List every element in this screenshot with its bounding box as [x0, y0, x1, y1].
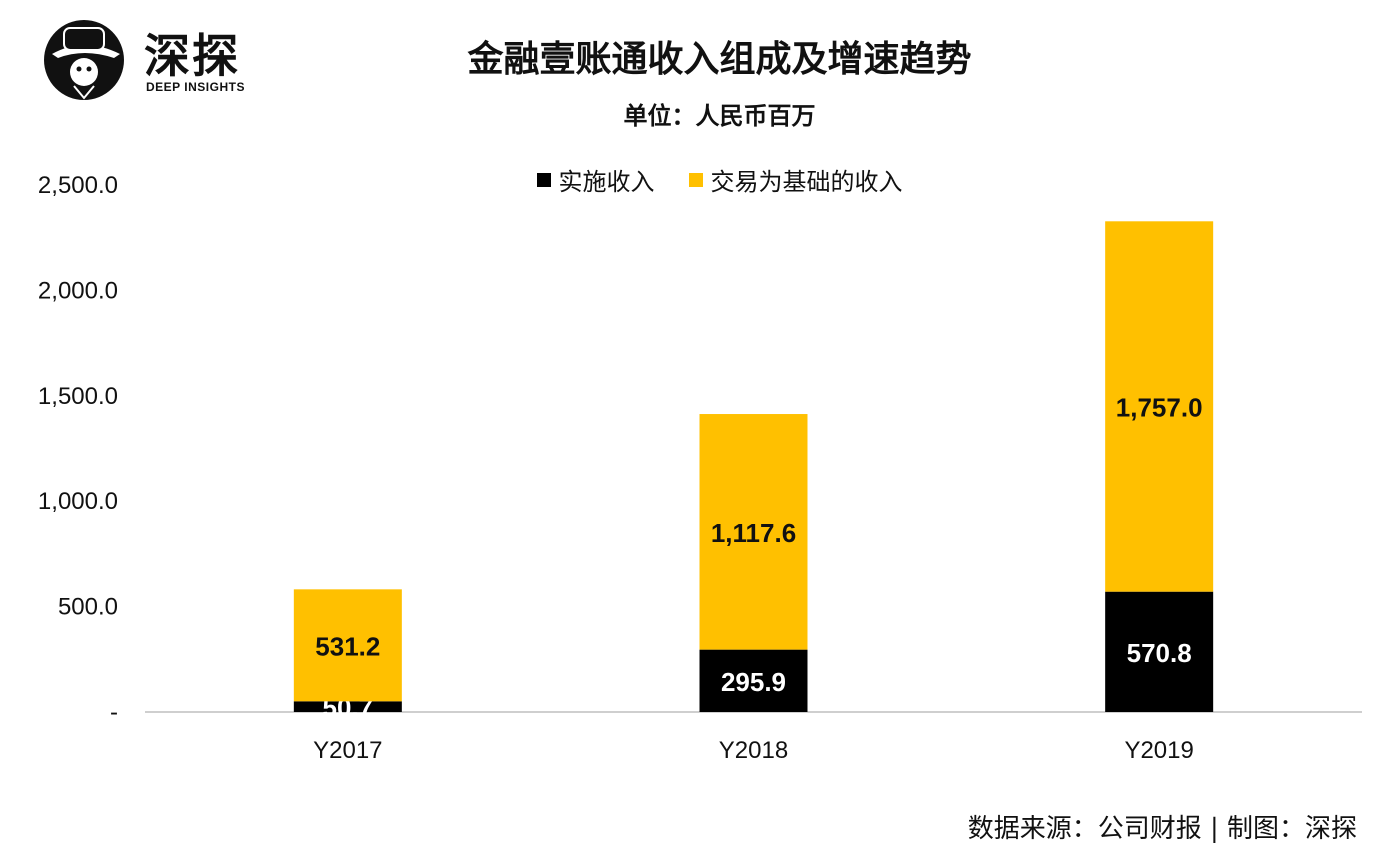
- y-tick-label: 1,000.0: [38, 488, 118, 515]
- bar-segment: [699, 414, 808, 650]
- x-tick-label: Y2019: [1124, 737, 1193, 764]
- data-label: 570.8: [1127, 638, 1192, 668]
- x-tick-label: Y2017: [313, 737, 382, 764]
- detective-logo-icon: [44, 20, 124, 100]
- legend-label-transaction: 交易为基础的收入: [710, 168, 903, 196]
- bar-segment: [293, 701, 402, 712]
- x-tick-label: Y2018: [719, 737, 788, 764]
- data-label: 531.2: [315, 631, 380, 661]
- y-tick-label: -: [110, 699, 118, 726]
- bar-segment: [1105, 591, 1214, 712]
- y-tick-label: 500.0: [58, 594, 118, 621]
- logo-tagline: DEEP INSIGHTS: [146, 80, 245, 94]
- y-tick-label: 2,500.0: [38, 172, 118, 199]
- logo-text: 深探: [144, 29, 240, 83]
- chart-subtitle: 单位：人民币百万: [623, 101, 816, 130]
- legend-swatch-transaction: [688, 172, 703, 187]
- stacked-bar-chart: -500.01,000.01,500.02,000.02,500.050.753…: [38, 172, 1362, 764]
- legend-item-transaction: 交易为基础的收入: [688, 162, 903, 197]
- data-label: 1,117.6: [711, 518, 796, 548]
- y-tick-label: 1,500.0: [38, 383, 118, 410]
- bar-segment: [699, 649, 808, 712]
- bar-segment: [1105, 221, 1214, 592]
- logo: 深探 DEEP INSIGHTS: [38, 14, 278, 100]
- legend-swatch-implementation: [536, 172, 551, 187]
- data-label: 295.9: [721, 667, 786, 697]
- source-note: 数据来源：公司财报 | 制图：深探: [967, 814, 1357, 844]
- chart-title: 金融壹账通收入组成及增速趋势: [467, 38, 972, 80]
- legend-label-implementation: 实施收入: [558, 168, 655, 196]
- legend: 实施收入 交易为基础的收入: [0, 162, 1399, 197]
- bar-segment: [293, 589, 402, 702]
- data-label: 1,757.0: [1116, 392, 1203, 422]
- legend-item-implementation: 实施收入: [536, 162, 655, 197]
- y-tick-label: 2,000.0: [38, 277, 118, 304]
